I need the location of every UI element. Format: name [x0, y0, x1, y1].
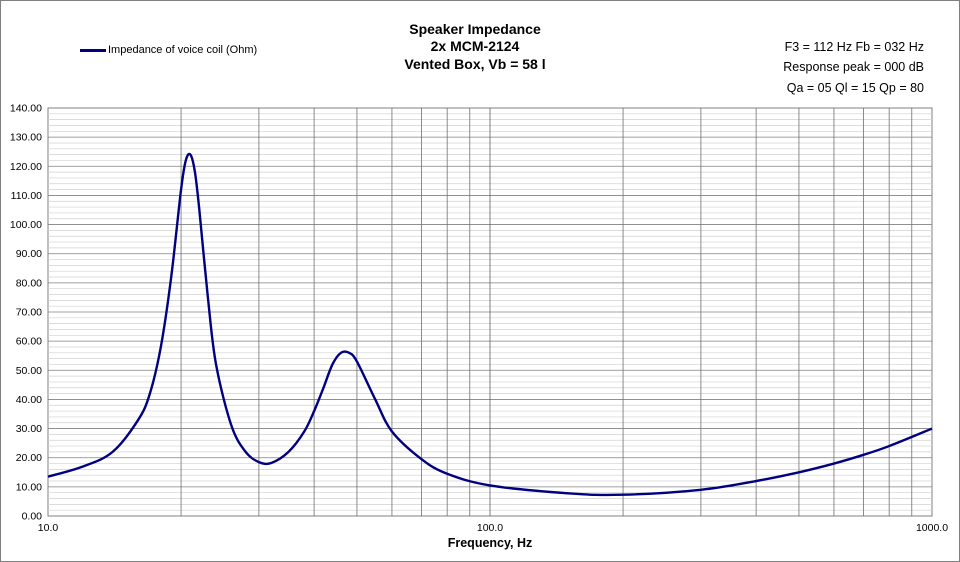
- y-tick-label: 140.00: [10, 103, 42, 115]
- x-tick-label: 100.0: [477, 522, 503, 534]
- info-f3-fb: F3 = 112 Hz Fb = 032 Hz: [784, 40, 924, 54]
- y-axis-tick-labels: 0.00 10.00 20.00 30.00 40.00 50.00 60.00 70.00 8…: [10, 103, 42, 523]
- y-tick-label: 0.00: [22, 511, 43, 523]
- y-tick-label: 90.00: [16, 248, 42, 260]
- y-tick-label: 110.00: [11, 190, 42, 202]
- info-q-values: Qa = 05 Ql = 15 Qp = 80: [786, 81, 924, 95]
- chart-title-line-2: 2x MCM-2124: [430, 38, 520, 54]
- chart-title-line-3: Vented Box, Vb = 58 l: [404, 56, 546, 72]
- x-axis-tick-labels: 10.0 100.0 1000.0: [38, 522, 948, 534]
- y-tick-label: 120.00: [10, 161, 42, 173]
- x-tick-label: 1000.0: [916, 522, 948, 534]
- series-layer: [47, 152, 933, 497]
- legend-swatch: [80, 48, 106, 52]
- chart-title-line-1: Speaker Impedance: [409, 21, 541, 37]
- info-response-peak: Response peak = 000 dB: [783, 60, 924, 74]
- y-tick-label: 20.00: [16, 452, 42, 464]
- x-axis-label: Frequency, Hz: [447, 536, 533, 550]
- y-tick-label: 50.00: [16, 365, 42, 377]
- y-tick-label: 130.00: [10, 132, 42, 144]
- legend: Impedance of voice coil (Ohm): [80, 44, 257, 56]
- series-line-impedance: [47, 152, 933, 497]
- y-tick-label: 80.00: [16, 277, 42, 289]
- legend-label: Impedance of voice coil (Ohm): [108, 44, 258, 56]
- x-tick-label: 10.0: [38, 522, 59, 534]
- y-tick-label: 60.00: [16, 336, 42, 348]
- y-tick-label: 100.00: [10, 219, 42, 231]
- y-tick-label: 70.00: [16, 307, 42, 319]
- y-tick-label: 10.00: [16, 481, 42, 493]
- y-tick-label: 30.00: [16, 423, 42, 435]
- y-tick-label: 40.00: [16, 394, 42, 406]
- grid: [48, 108, 932, 516]
